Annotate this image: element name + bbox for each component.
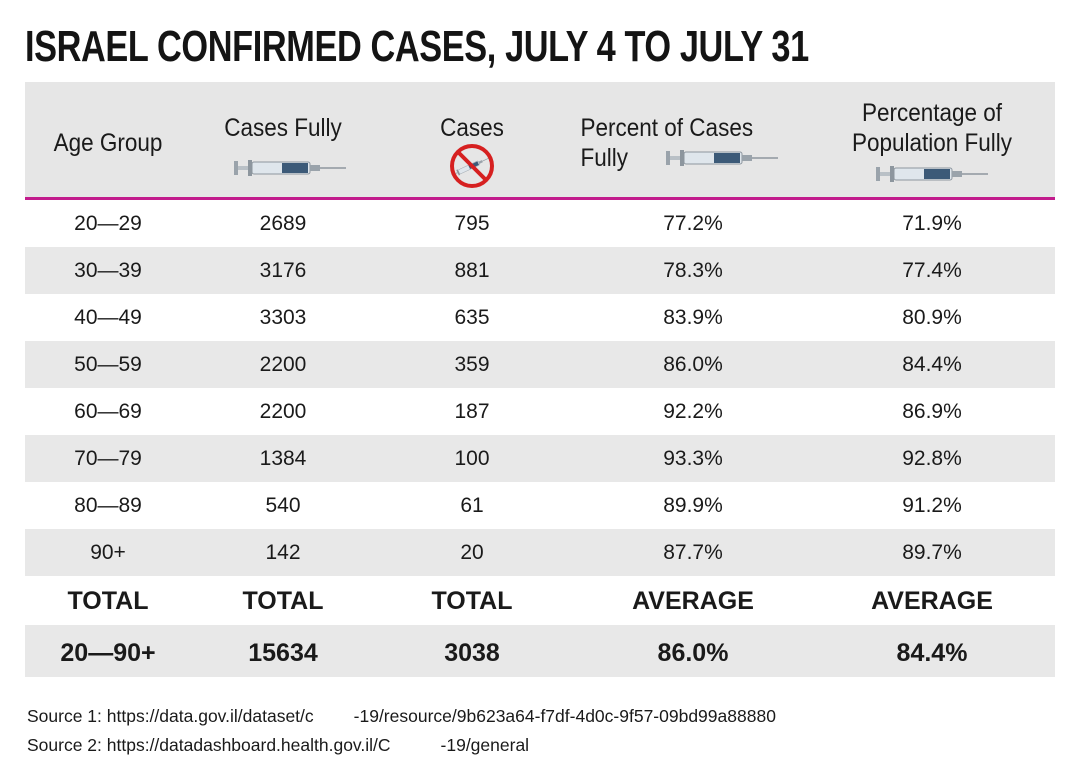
table-cell: 61 [460,494,484,517]
table-row: 60—69 2200 187 92.2% 86.9% [25,388,1055,435]
table-cell: 3176 [259,259,307,282]
table-cell: 86.0% [657,639,729,667]
table-row: 50—59 2200 359 86.0% 84.4% [25,341,1055,388]
source-text: -19/general [440,735,530,755]
table-cell: 2200 [259,400,307,423]
column-header: Percent of Cases Fully [580,114,754,172]
source-line: Source 1: https://data.gov.il/dataset/c -… [27,706,776,727]
table-cell: 635 [454,306,490,329]
syringe-icon [233,159,347,177]
table-cell: 86.0% [663,353,723,376]
table-cell: 60—69 [74,400,142,423]
table-cell: 30—39 [74,259,142,282]
table-row: 40—49 3303 635 83.9% 80.9% [25,294,1055,341]
table-cell: 77.4% [902,259,962,282]
header-icons [233,144,989,188]
table-cell: 20 [460,541,484,564]
table-cell: 20—29 [74,212,142,235]
table-cell: 795 [454,212,490,235]
header-band [25,82,1055,198]
table-cell: 87.7% [663,541,723,564]
column-header: Cases [440,114,504,142]
table-row: 20—29 2689 795 77.2% 71.9% [25,200,1055,247]
table-cell: 15634 [248,639,318,667]
table-cell: 80—89 [74,494,142,517]
table-cell: 93.3% [663,447,723,470]
table-cell: 3303 [259,306,307,329]
table-cell: 70—79 [74,447,142,470]
table-cell: 50—59 [74,353,142,376]
table-cell: 142 [265,541,301,564]
table-cell: 89.9% [663,494,723,517]
table-cell: TOTAL [242,587,324,615]
table-cell: 3038 [444,639,500,667]
table-cell: 92.2% [663,400,723,423]
table-cell: 83.9% [663,306,723,329]
table-row: 70—79 1384 100 93.3% 92.8% [25,435,1055,482]
table-cell: AVERAGE [632,587,754,615]
table-cell: 2689 [259,212,307,235]
table-cell: 78.3% [663,259,723,282]
table-row: 90+ 142 20 87.7% 89.7% [25,529,1055,576]
table-cell: 71.9% [902,212,962,235]
source-text: -19/resource/9b623a64-f7df-4d0c-9f57-09b… [353,706,776,726]
table-row: 80—89 540 61 89.9% 91.2% [25,482,1055,529]
table-cell: 91.2% [902,494,962,517]
table-cell: 881 [454,259,490,282]
header-rule [25,197,1055,200]
table-cell: 540 [265,494,301,517]
table-cell: 187 [454,400,490,423]
table-cell: 359 [454,353,490,376]
syringe-icon [875,165,989,183]
table-row: 30—39 3176 881 78.3% 77.4% [25,247,1055,294]
table-cell: 20—90+ [60,639,156,667]
table-cell: 80.9% [902,306,962,329]
column-header: Cases Fully [224,114,342,142]
syringe-icon [665,149,779,167]
table-cell: TOTAL [431,587,513,615]
table-cell: 1384 [259,447,307,470]
table-cell: 100 [454,447,490,470]
table-cell: 84.4% [902,353,962,376]
column-header: Percentage of Population Fully [851,99,1013,157]
table-cell: 84.4% [896,639,968,667]
table-cell: 77.2% [663,212,723,235]
table-cell: AVERAGE [871,587,993,615]
table-cell: 92.8% [902,447,962,470]
source-line: Source 2: https://datadashboard.health.g… [27,735,529,756]
table-cell: 40—49 [74,306,142,329]
table-cell: TOTAL [67,587,149,615]
table-cell: 90+ [90,541,126,564]
title: ISRAEL CONFIRMED CASES, JULY 4 TO JULY 3… [25,22,809,71]
table-cell: 89.7% [902,541,962,564]
table-cell: 86.9% [902,400,962,423]
table-row: TOTAL TOTAL TOTAL AVERAGE AVERAGE [25,578,1055,625]
table-row: 20—90+ 15634 3038 86.0% 84.4% [25,625,1055,677]
source-text: Source 1: https://data.gov.il/dataset/c [27,706,314,726]
table-cell: 2200 [259,353,307,376]
column-header: Age Group [53,129,163,157]
no-syringe-icon [450,144,494,188]
source-text: Source 2: https://datadashboard.health.g… [27,735,391,755]
